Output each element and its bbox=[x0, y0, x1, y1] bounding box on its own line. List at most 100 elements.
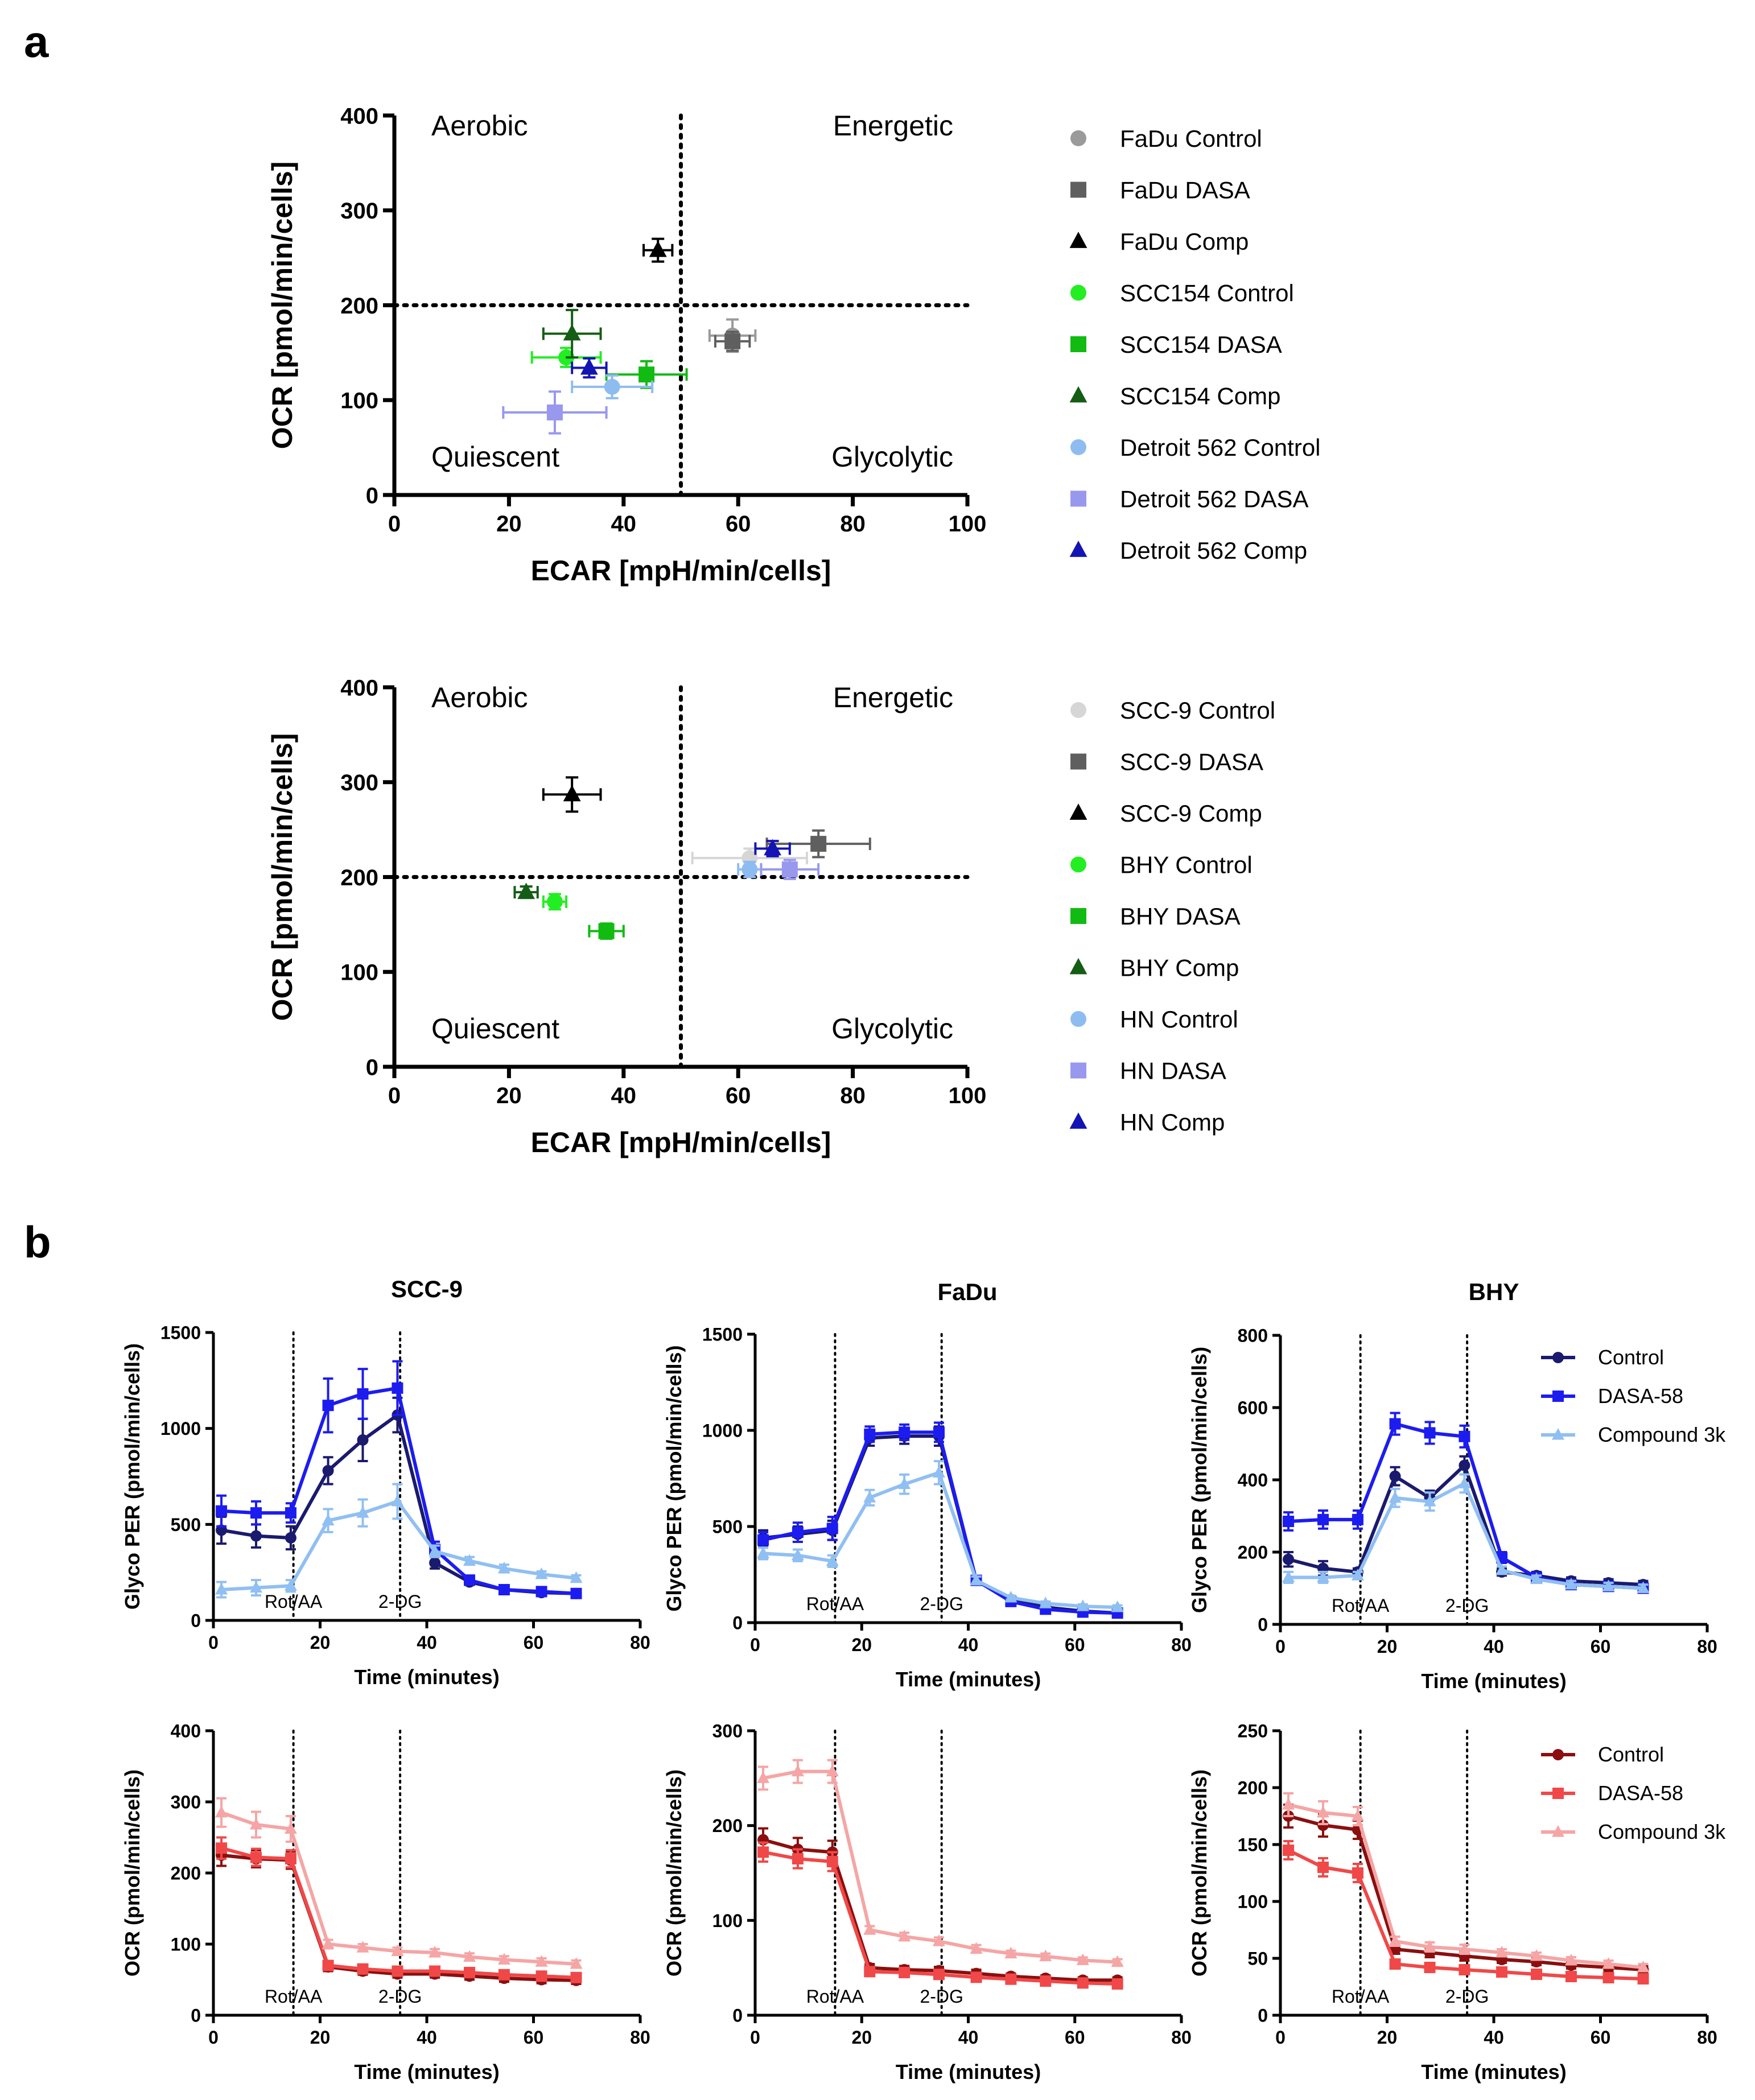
data-point bbox=[542, 308, 602, 359]
legend-item: BHY DASA bbox=[1070, 903, 1241, 930]
chart-title: BHY bbox=[1469, 1278, 1519, 1305]
x-tick-label: 60 bbox=[1591, 2027, 1611, 2048]
series-control bbox=[216, 1843, 582, 1986]
injection-annotation: Rot/AA bbox=[265, 1986, 323, 2007]
data-point bbox=[826, 1856, 838, 1867]
x-tick-label: 60 bbox=[524, 1632, 544, 1653]
y-tick-label: 200 bbox=[171, 1863, 201, 1884]
data-point bbox=[757, 1846, 769, 1858]
legend-marker bbox=[1069, 803, 1087, 820]
y-tick-label: 200 bbox=[340, 294, 378, 319]
data-point bbox=[285, 1853, 296, 1864]
chart-b2: 0 20 40 60 80 0 500 1000 1500 Time (minutes) Glyco… bbox=[662, 1278, 1192, 1691]
x-tick-label: 20 bbox=[310, 1632, 331, 1653]
x-tick-label: 40 bbox=[958, 2027, 979, 2048]
data-point bbox=[285, 1532, 296, 1544]
legend-marker bbox=[1070, 1011, 1086, 1027]
legend-item: Detroit 562 DASA bbox=[1070, 486, 1309, 513]
data-point bbox=[250, 1818, 262, 1830]
series-dasa-58 bbox=[757, 1841, 1123, 1990]
legend-marker bbox=[1070, 181, 1086, 198]
data-point bbox=[356, 1941, 369, 1953]
x-tick-label: 40 bbox=[1484, 1636, 1504, 1657]
data-point bbox=[1564, 1578, 1577, 1590]
legend-item: SCC-9 Comp bbox=[1069, 800, 1262, 827]
legend-marker bbox=[1070, 702, 1086, 718]
series-line bbox=[763, 1434, 1118, 1615]
legend-item: FaDu Comp bbox=[1069, 228, 1249, 255]
series-compound-3k bbox=[215, 1483, 583, 1599]
data-point bbox=[570, 1957, 583, 1969]
y-tick-label: 150 bbox=[1238, 1835, 1268, 1855]
y-tick-label: 100 bbox=[340, 960, 378, 985]
data-point bbox=[216, 1842, 228, 1854]
y-tick-label: 0 bbox=[732, 2006, 743, 2026]
data-point bbox=[864, 1428, 876, 1440]
data-point bbox=[899, 1967, 911, 1978]
legend-label: HN DASA bbox=[1120, 1058, 1226, 1084]
x-tick-label: 20 bbox=[1377, 2027, 1398, 2048]
data-point bbox=[1076, 1599, 1089, 1611]
x-tick-label: 20 bbox=[1377, 1636, 1398, 1657]
data-point bbox=[1039, 1596, 1052, 1608]
legend-marker bbox=[1070, 908, 1086, 924]
legend-marker bbox=[1070, 753, 1086, 770]
quadrant-label-glycolytic: Glycolytic bbox=[831, 1013, 953, 1045]
data-point bbox=[1389, 1418, 1401, 1430]
chart-title: SCC-9 bbox=[391, 1276, 463, 1302]
series-line bbox=[1288, 1422, 1643, 1590]
series-dasa-58 bbox=[216, 1836, 582, 1983]
data-point bbox=[1317, 1513, 1329, 1525]
y-tick-label: 0 bbox=[366, 1055, 378, 1080]
data-point bbox=[1458, 1476, 1471, 1488]
x-tick-label: 60 bbox=[1591, 1636, 1611, 1657]
legend-item: Control bbox=[1541, 1743, 1664, 1766]
data-point bbox=[1423, 1940, 1436, 1952]
legend-item: HN Comp bbox=[1069, 1109, 1225, 1136]
x-tick-label: 0 bbox=[208, 2027, 219, 2048]
legend-label: FaDu DASA bbox=[1120, 177, 1250, 204]
y-axis-label: OCR (pmol/min/cells) bbox=[1188, 1769, 1211, 1977]
y-tick-label: 400 bbox=[340, 104, 378, 129]
legend-label: Compound 3k bbox=[1598, 1423, 1726, 1446]
legend-marker bbox=[1069, 232, 1087, 248]
injection-annotation: Rot/AA bbox=[265, 1591, 323, 1612]
legend-label: BHY Control bbox=[1120, 852, 1253, 878]
data-point bbox=[1564, 1954, 1577, 1966]
x-axis-label: Time (minutes) bbox=[896, 1668, 1041, 1691]
x-tick-label: 100 bbox=[949, 511, 987, 537]
data-point bbox=[1496, 1966, 1508, 1978]
chart-a1: 0 20 40 60 80 100 0 100 200 300 400 ECAR [mpH/min/c… bbox=[266, 104, 1321, 587]
legend: Control DASA-58 Compound 3k bbox=[1541, 1346, 1726, 1446]
data-marker bbox=[517, 882, 535, 900]
x-axis-label: ECAR [mpH/min/cells] bbox=[531, 555, 831, 587]
y-tick-label: 500 bbox=[712, 1517, 743, 1537]
data-point bbox=[571, 357, 608, 379]
legend: Control DASA-58 Compound 3k bbox=[1541, 1743, 1726, 1843]
data-point bbox=[1602, 1972, 1614, 1983]
legend-label: BHY DASA bbox=[1120, 903, 1241, 930]
data-point bbox=[754, 839, 791, 857]
data-point bbox=[570, 1587, 582, 1599]
y-tick-label: 1000 bbox=[160, 1418, 201, 1439]
y-tick-label: 400 bbox=[340, 675, 378, 700]
quadrant-label-energetic: Energetic bbox=[833, 110, 953, 142]
data-point bbox=[1531, 1969, 1542, 1980]
data-point bbox=[1602, 1579, 1615, 1591]
series-line bbox=[763, 1430, 1118, 1615]
series-line bbox=[221, 1810, 576, 1966]
legend-marker bbox=[1069, 958, 1087, 975]
data-marker bbox=[563, 324, 581, 341]
data-point bbox=[826, 1764, 839, 1777]
y-tick-label: 200 bbox=[1238, 1778, 1268, 1798]
x-tick-label: 80 bbox=[840, 511, 866, 537]
x-tick-label: 40 bbox=[417, 2027, 437, 2048]
legend-label: FaDu Control bbox=[1120, 125, 1262, 152]
series-line bbox=[1288, 1482, 1643, 1590]
data-point bbox=[1317, 1806, 1329, 1818]
y-axis-label: OCR (pmol/min/cells) bbox=[662, 1769, 686, 1977]
legend-item: SCC-9 DASA bbox=[1070, 749, 1263, 775]
legend-item: SCC154 DASA bbox=[1070, 331, 1282, 358]
